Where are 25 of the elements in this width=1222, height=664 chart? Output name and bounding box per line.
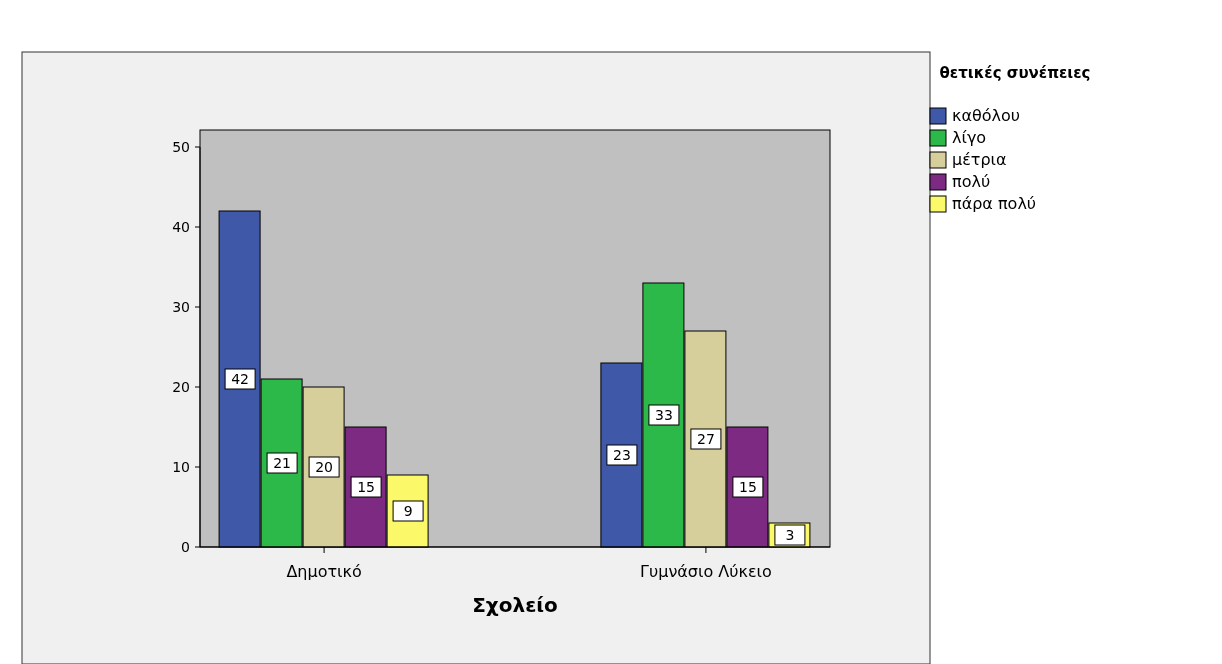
legend-label: λίγο: [952, 128, 987, 147]
y-tick-label: 0: [181, 539, 190, 555]
x-axis-title: Σχολείο: [472, 593, 558, 617]
data-label: 20: [315, 459, 333, 475]
legend-label: πολύ: [952, 172, 991, 191]
legend-label: μέτρια: [952, 150, 1007, 169]
y-tick-label: 10: [172, 459, 190, 475]
x-tick-label: Δημοτικό: [286, 562, 362, 581]
data-label: 27: [697, 431, 715, 447]
x-tick-label: Γυμνάσιο Λύκειο: [640, 562, 772, 581]
y-tick-label: 20: [172, 379, 190, 395]
legend-label: καθόλου: [952, 106, 1021, 125]
data-label: 21: [273, 455, 291, 471]
y-tick-label: 50: [172, 139, 190, 155]
y-tick-label: 30: [172, 299, 190, 315]
y-tick-label: 40: [172, 219, 190, 235]
data-label: 42: [231, 371, 249, 387]
data-label: 33: [655, 407, 673, 423]
data-label: 15: [357, 479, 375, 495]
data-label: 15: [739, 479, 757, 495]
data-label: 23: [613, 447, 631, 463]
legend-title: θετικές συνέπειες: [939, 64, 1091, 82]
data-label: 3: [785, 527, 795, 543]
legend-label: πάρα πολύ: [952, 194, 1037, 213]
data-label: 9: [403, 503, 413, 519]
